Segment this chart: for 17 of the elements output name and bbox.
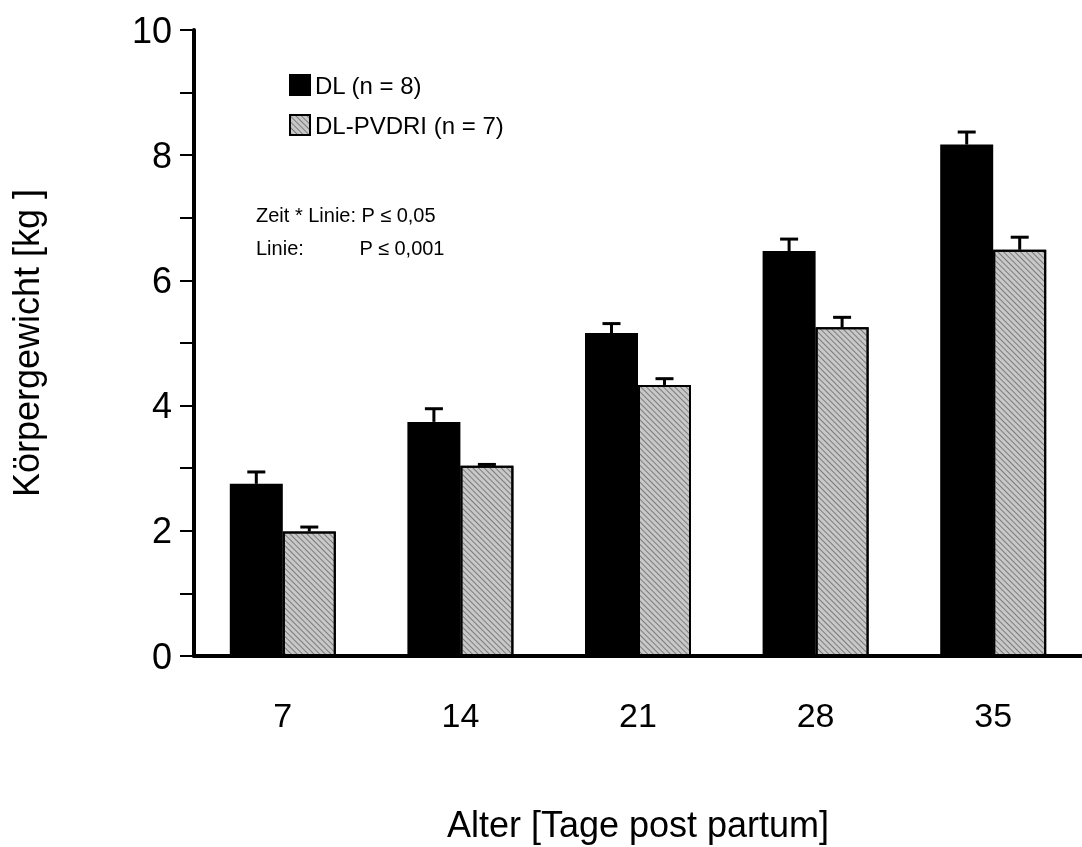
- y-axis-title: Körpergewicht [kg ]: [5, 188, 47, 498]
- x-axis-title: Alter [Tage post partum]: [446, 803, 830, 845]
- y-tick-label: 2: [151, 510, 172, 552]
- y-tick-label: 0: [151, 635, 172, 677]
- legend-label: DL (n = 8): [315, 71, 422, 99]
- x-tick-label: 7: [273, 696, 293, 734]
- x-tick-label: 28: [796, 696, 835, 734]
- x-tick-label: 14: [441, 696, 480, 734]
- y-tick-label: 8: [151, 134, 172, 176]
- annotation: Zeit * Linie: P ≤ 0,05: [256, 204, 436, 226]
- x-tick-label: 35: [974, 696, 1013, 734]
- y-tick-label: 6: [151, 259, 172, 301]
- y-tick-label: 10: [131, 9, 172, 51]
- y-tick-label: 4: [151, 385, 172, 427]
- legend-label: DL-PVDRI (n = 7): [315, 111, 504, 139]
- annotation: Linie: P ≤ 0,001: [256, 237, 445, 259]
- x-tick-label: 21: [619, 696, 657, 734]
